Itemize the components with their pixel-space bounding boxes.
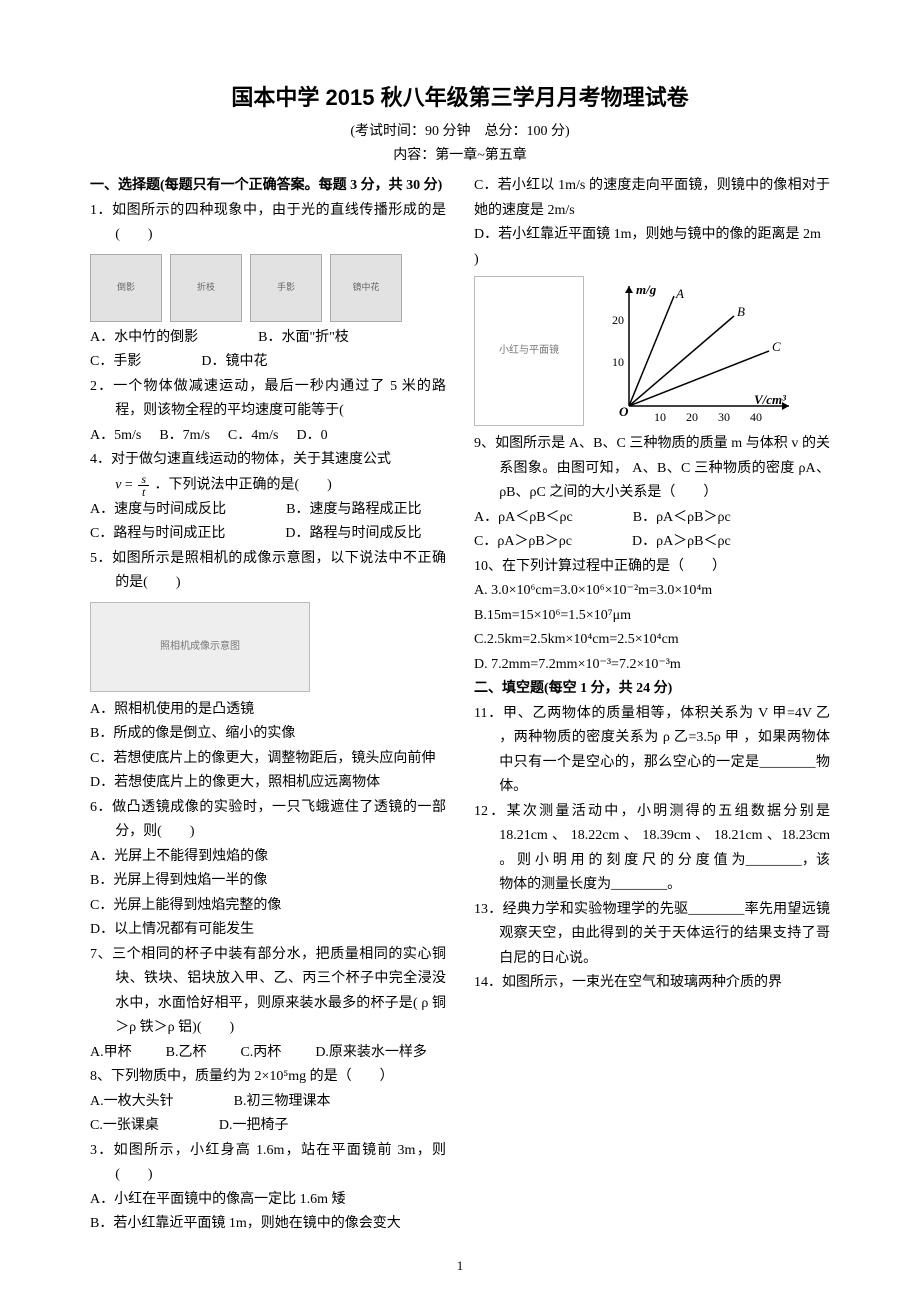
q2-optB: B．7m/s [159, 424, 210, 449]
q3-optB: B．若小红靠近平面镜 1m，则她在镜中的像会变大 [90, 1212, 446, 1237]
q9-optB: B．ρA＜ρB＞ρc [633, 506, 731, 531]
q6-optA: A．光屏上不能得到烛焰的像 [90, 845, 446, 870]
q9-optA: A．ρA＜ρB＜ρc [474, 506, 573, 531]
svg-text:40: 40 [750, 410, 762, 424]
q13-stem: 13．经典力学和实验物理学的先驱________率先用望远镜观察天空，由此得到的… [474, 898, 830, 972]
q6-optD: D．以上情况都有可能发生 [90, 918, 446, 943]
q8-optB: B.初三物理课本 [234, 1090, 331, 1115]
q4-stem-a: 4．对于做匀速直线运动的物体，关于其速度公式 [90, 452, 391, 467]
q1-optC: C．手影 [90, 350, 141, 375]
q3-figure: 小红与平面镜 [474, 276, 584, 426]
q8-optD: D.一把椅子 [219, 1114, 289, 1139]
svg-text:O: O [619, 404, 629, 419]
q4-optC: C．路程与时间成正比 [90, 522, 225, 547]
q6-stem: 6．做凸透镜成像的实验时，一只飞蛾遮住了透镜的一部分，则( ) [90, 796, 446, 845]
q8-optA: A.一枚大头针 [90, 1090, 174, 1115]
q4-optD: D．路程与时间成反比 [285, 522, 421, 547]
q4-optA: A．速度与时间成反比 [90, 498, 226, 523]
q9-optD: D．ρA＞ρB＜ρc [632, 530, 731, 555]
q5-optD: D．若想使底片上的像更大，照相机应远离物体 [90, 771, 446, 796]
svg-text:C: C [772, 339, 781, 354]
q1-optD: D．镜中花 [201, 350, 267, 375]
q8-stem: 8、下列物质中，质量约为 2×10⁵mg 的是（ ） [90, 1065, 446, 1090]
q3-optD: D．若小红靠近平面镜 1m，则她与镜中的像的距离是 2m [474, 223, 830, 248]
q1-optB: B．水面"折"枝 [258, 326, 349, 351]
q3-optA: A．小红在平面镜中的像高一定比 1.6m 矮 [90, 1188, 446, 1213]
q10-stem: 10、在下列计算过程中正确的是（ ） [474, 555, 830, 580]
exam-scope: 内容：第一章~第五章 [90, 144, 830, 164]
q4-stem: 4．对于做匀速直线运动的物体，关于其速度公式 [90, 448, 446, 473]
section1-head: 一、选择题(每题只有一个正确答案。每题 3 分，共 30 分) [90, 174, 446, 199]
q4-optB: B．速度与路程成正比 [286, 498, 421, 523]
q11-stem: 11．甲、乙两物体的质量相等，体积关系为 V 甲=4V 乙 ，两种物质的密度关系… [474, 702, 830, 800]
svg-text:10: 10 [654, 410, 666, 424]
svg-text:20: 20 [612, 313, 624, 327]
q14-stem: 14．如图所示，一束光在空气和玻璃两种介质的界 [474, 971, 830, 996]
q1-stem: 1．如图所示的四种现象中，由于光的直线传播形成的是( ) [90, 199, 446, 248]
svg-text:A: A [675, 286, 684, 301]
svg-text:m/g: m/g [636, 282, 657, 297]
q6-optB: B．光屏上得到烛焰一半的像 [90, 869, 446, 894]
q8-optC: C.一张课桌 [90, 1114, 159, 1139]
q4-stem-b: ．下列说法中正确的是( ) [154, 477, 331, 492]
q1-thumb-d: 镜中花 [330, 254, 402, 322]
q12-stem: 12．某次测量活动中，小明测得的五组数据分别是 18.21cm 、 18.22c… [474, 800, 830, 898]
svg-text:B: B [737, 304, 745, 319]
q5-optC: C．若想使底片上的像更大，调整物距后，镜头应向前伸 [90, 747, 446, 772]
q5-stem: 5．如图所示是照相机的成像示意图，以下说法中不正确的是( ) [90, 547, 446, 596]
q7-stem: 7、三个相同的杯子中装有部分水，把质量相同的实心铜块、铁块、铝块放入甲、乙、丙三… [90, 943, 446, 1041]
q1-images: 倒影 折枝 手影 镜中花 [90, 254, 446, 322]
q5-optB: B．所成的像是倒立、缩小的实像 [90, 722, 446, 747]
q6-optC: C．光屏上能得到烛焰完整的像 [90, 894, 446, 919]
q2-optD: D．0 [297, 424, 328, 449]
q10-optC: C.2.5km=2.5km×10⁴cm=2.5×10⁴cm [474, 628, 830, 653]
q9-stem: 9、如图所示是 A、B、C 三种物质的质量 m 与体积 v 的关系图象。由图可知… [474, 432, 830, 506]
q1-thumb-c: 手影 [250, 254, 322, 322]
q9-optC: C．ρA＞ρB＞ρc [474, 530, 572, 555]
q7-optA: A.甲杯 [90, 1041, 132, 1066]
q3-q9-figures: 小红与平面镜 10 20 10 20 30 40 m/g V/cm³ [474, 276, 830, 426]
q10-optB: B.15m=15×10⁶=1.5×10⁷μm [474, 604, 830, 629]
q10-optA: A. 3.0×10⁶cm=3.0×10⁶×10⁻²m=3.0×10⁴m [474, 579, 830, 604]
q1-thumb-a: 倒影 [90, 254, 162, 322]
q9-chart: 10 20 10 20 30 40 m/g V/cm³ O A B [604, 276, 794, 426]
q1-optA: A．水中竹的倒影 [90, 326, 198, 351]
page-number: 1 [0, 1258, 920, 1274]
content-columns: 一、选择题(每题只有一个正确答案。每题 3 分，共 30 分) 1．如图所示的四… [90, 174, 830, 1254]
q7-optC: C.丙杯 [240, 1041, 281, 1066]
q5-optA: A．照相机使用的是凸透镜 [90, 698, 446, 723]
svg-text:V/cm³: V/cm³ [754, 392, 787, 407]
svg-text:20: 20 [686, 410, 698, 424]
exam-title: 国本中学 2015 秋八年级第三学月月考物理试卷 [90, 80, 830, 112]
q3-optC: C．若小红以 1m/s 的速度走向平面镜，则镜中的像相对于她的速度是 2m/s [474, 174, 830, 223]
q7-optB: B.乙杯 [166, 1041, 207, 1066]
q2-optA: A．5m/s [90, 424, 141, 449]
q1-thumb-b: 折枝 [170, 254, 242, 322]
svg-text:10: 10 [612, 355, 624, 369]
exam-subtitle: (考试时间：90 分钟 总分：100 分) [90, 120, 830, 140]
q10-optD: D. 7.2mm=7.2mm×10⁻³=7.2×10⁻³m [474, 653, 830, 678]
svg-text:30: 30 [718, 410, 730, 424]
q2-optC: C．4m/s [228, 424, 279, 449]
section2-head: 二、填空题(每空 1 分，共 24 分) [474, 677, 830, 702]
q5-figure: 照相机成像示意图 [90, 602, 310, 692]
q7-optD: D.原来装水一样多 [315, 1041, 427, 1066]
q3-stem: 3．如图所示，小红身高 1.6m，站在平面镜前 3m，则( ) [90, 1139, 446, 1188]
q2-stem: 2．一个物体做减速运动，最后一秒内通过了 5 米的路程，则该物全程的平均速度可能… [90, 375, 446, 424]
